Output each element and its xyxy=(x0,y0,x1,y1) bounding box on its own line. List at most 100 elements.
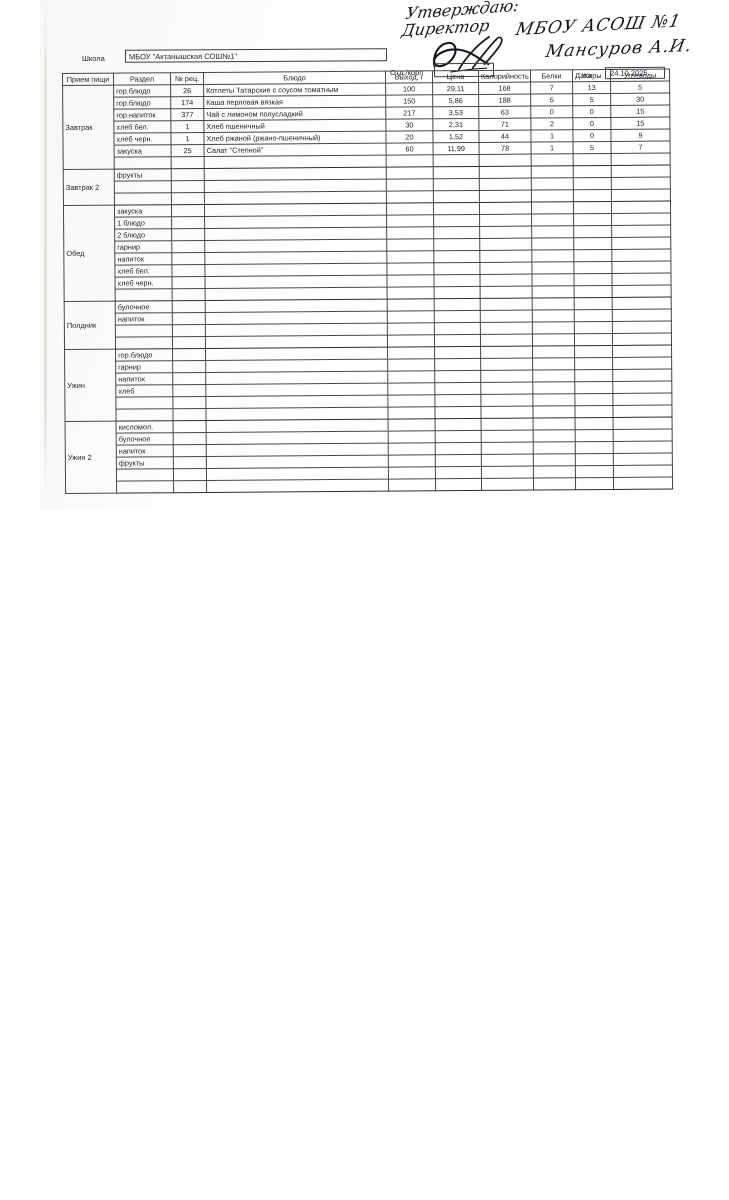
cell-output[interactable] xyxy=(387,382,435,396)
cell-fat[interactable] xyxy=(574,333,613,346)
cell-fat[interactable] xyxy=(575,441,614,454)
cell-fat[interactable] xyxy=(575,453,614,466)
cell-razdel[interactable]: закуска xyxy=(114,144,172,158)
cell-razdel[interactable]: хлеб черн. xyxy=(113,132,172,146)
cell-razdel[interactable]: гарнир xyxy=(115,360,173,374)
cell-price[interactable] xyxy=(434,394,481,407)
cell-price[interactable]: 11,99 xyxy=(433,142,480,155)
cell-protein[interactable] xyxy=(532,321,575,335)
cell-fat[interactable] xyxy=(574,393,613,406)
cell-price[interactable] xyxy=(435,454,482,467)
cell-output[interactable] xyxy=(387,310,435,324)
cell-recipe[interactable] xyxy=(173,480,207,493)
cell-protein[interactable] xyxy=(533,441,576,455)
cell-price[interactable] xyxy=(434,382,481,395)
cell-price[interactable] xyxy=(434,370,481,383)
cell-razdel[interactable] xyxy=(114,156,172,170)
cell-protein[interactable] xyxy=(531,153,574,167)
cell-protein[interactable] xyxy=(531,213,574,227)
cell-razdel[interactable]: 1 блюдо xyxy=(114,216,172,230)
cell-output[interactable] xyxy=(386,178,434,192)
cell-fat[interactable] xyxy=(574,297,613,310)
cell-fat[interactable] xyxy=(574,309,613,322)
cell-output[interactable]: 30 xyxy=(385,118,433,132)
cell-razdel[interactable]: булочное xyxy=(115,300,173,314)
cell-protein[interactable] xyxy=(533,429,576,443)
cell-output[interactable] xyxy=(387,298,435,312)
cell-output[interactable] xyxy=(387,358,435,372)
cell-carbs[interactable] xyxy=(612,321,672,334)
cell-recipe[interactable] xyxy=(171,204,205,217)
cell-calories[interactable] xyxy=(481,454,534,467)
cell-carbs[interactable] xyxy=(612,309,672,322)
cell-razdel[interactable] xyxy=(115,396,173,410)
cell-protein[interactable] xyxy=(531,249,574,263)
cell-carbs[interactable]: 7 xyxy=(611,141,671,154)
cell-calories[interactable] xyxy=(480,334,533,347)
cell-calories[interactable]: 188 xyxy=(478,94,531,107)
cell-recipe[interactable] xyxy=(172,408,207,421)
cell-output[interactable] xyxy=(386,274,435,288)
cell-price[interactable]: 2,31 xyxy=(432,118,479,131)
cell-carbs[interactable] xyxy=(612,345,672,358)
cell-price[interactable] xyxy=(433,202,480,215)
cell-recipe[interactable] xyxy=(171,276,206,289)
cell-recipe[interactable] xyxy=(171,168,205,181)
cell-recipe[interactable] xyxy=(171,192,205,205)
cell-recipe[interactable]: 377 xyxy=(170,108,204,121)
cell-carbs[interactable] xyxy=(612,297,672,310)
cell-carbs[interactable] xyxy=(612,333,672,346)
cell-carbs[interactable] xyxy=(613,477,673,490)
cell-razdel[interactable]: напиток xyxy=(115,372,173,386)
cell-fat[interactable]: 13 xyxy=(572,81,611,94)
cell-carbs[interactable] xyxy=(612,369,672,382)
cell-razdel[interactable] xyxy=(115,408,174,422)
cell-output[interactable] xyxy=(388,454,436,468)
cell-price[interactable] xyxy=(435,442,482,455)
cell-protein[interactable] xyxy=(533,477,576,491)
cell-protein[interactable] xyxy=(531,237,574,251)
cell-protein[interactable] xyxy=(532,345,575,359)
cell-fat[interactable] xyxy=(574,381,613,394)
cell-calories[interactable] xyxy=(479,190,532,203)
cell-recipe[interactable] xyxy=(172,300,206,313)
cell-recipe[interactable]: 25 xyxy=(171,144,205,157)
cell-razdel[interactable] xyxy=(114,192,172,206)
cell-razdel[interactable]: напиток xyxy=(114,252,172,266)
cell-carbs[interactable] xyxy=(612,357,672,370)
cell-calories[interactable] xyxy=(481,418,534,431)
cell-protein[interactable] xyxy=(532,405,576,419)
cell-fat[interactable] xyxy=(573,225,612,238)
cell-calories[interactable] xyxy=(479,154,532,167)
cell-razdel[interactable] xyxy=(115,288,173,302)
cell-output[interactable] xyxy=(386,250,434,264)
cell-calories[interactable] xyxy=(479,238,532,251)
cell-protein[interactable] xyxy=(531,201,574,215)
cell-fat[interactable]: 5 xyxy=(573,141,612,154)
cell-fat[interactable] xyxy=(573,153,612,166)
cell-protein[interactable] xyxy=(533,465,576,479)
cell-recipe[interactable] xyxy=(173,432,207,445)
cell-protein[interactable]: 7 xyxy=(530,81,573,95)
cell-recipe[interactable] xyxy=(173,420,207,433)
cell-fat[interactable] xyxy=(574,321,613,334)
cell-calories[interactable] xyxy=(480,406,534,419)
cell-output[interactable] xyxy=(386,262,434,276)
cell-razdel[interactable]: хлеб черн. xyxy=(114,276,173,290)
cell-calories[interactable] xyxy=(480,298,533,311)
cell-razdel[interactable]: хлеб xyxy=(115,384,173,398)
cell-protein[interactable]: 5 xyxy=(530,93,573,107)
cell-output[interactable] xyxy=(388,430,436,444)
cell-recipe[interactable]: 1 xyxy=(170,120,204,133)
cell-fat[interactable] xyxy=(574,357,613,370)
cell-razdel[interactable]: кисломол. xyxy=(116,420,174,434)
cell-protein[interactable] xyxy=(532,333,575,347)
cell-fat[interactable] xyxy=(575,477,614,490)
cell-fat[interactable] xyxy=(575,429,614,442)
cell-carbs[interactable] xyxy=(612,285,672,298)
cell-calories[interactable] xyxy=(480,358,533,371)
cell-razdel[interactable]: гор.блюдо xyxy=(113,96,171,110)
cell-protein[interactable] xyxy=(533,417,576,431)
cell-price[interactable] xyxy=(434,334,481,347)
cell-recipe[interactable] xyxy=(172,384,206,397)
